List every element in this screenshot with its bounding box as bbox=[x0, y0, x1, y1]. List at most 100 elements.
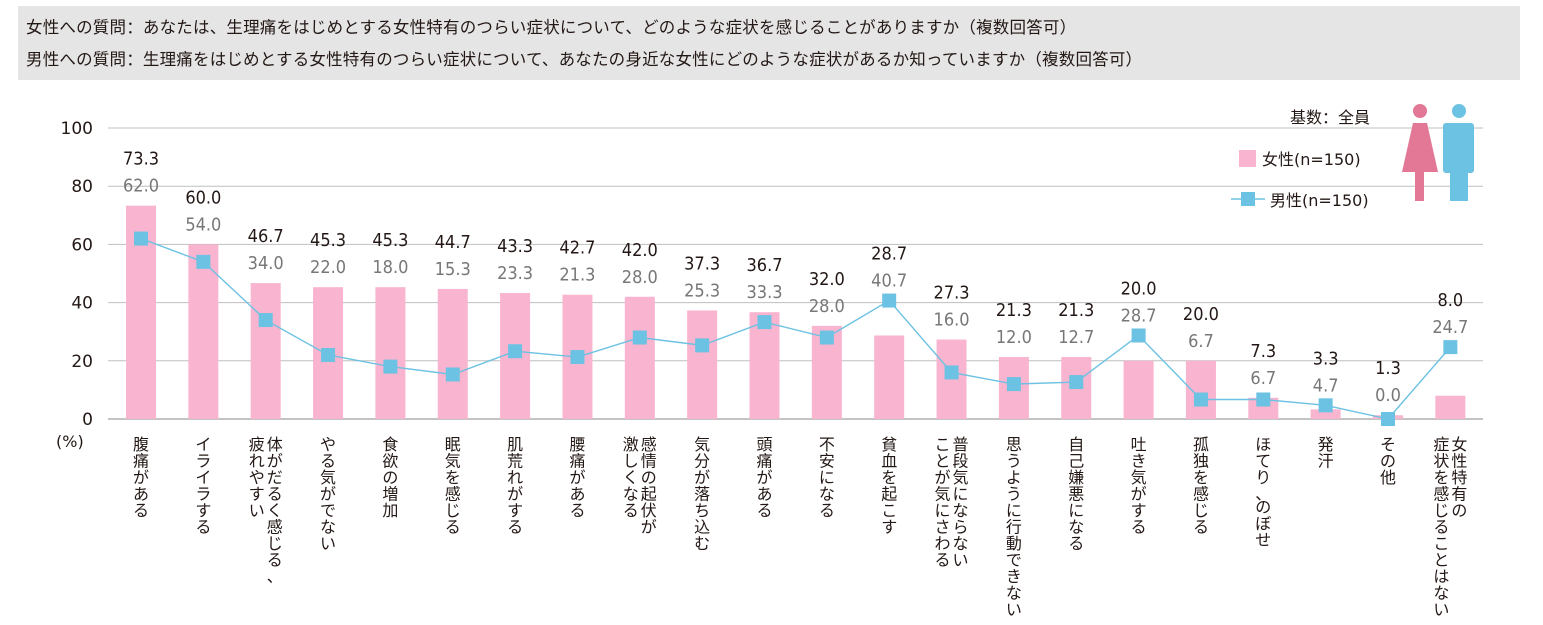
category-label-char: 有 bbox=[1451, 485, 1467, 504]
category-label-char: が bbox=[267, 452, 283, 471]
category-label-char: 、 bbox=[1255, 485, 1271, 504]
bar-female bbox=[874, 335, 905, 419]
category-label-char: 感 bbox=[267, 518, 283, 537]
category-label-char: イ bbox=[195, 435, 211, 454]
data-label-female: 20.0 bbox=[1121, 278, 1157, 299]
category-label-char: む bbox=[694, 534, 710, 553]
y-tick-label: 100 bbox=[61, 119, 93, 139]
category-label-char: な bbox=[320, 518, 336, 537]
category-label-char: い bbox=[1006, 600, 1022, 619]
category-label-char: 女 bbox=[1451, 435, 1467, 454]
category-label-char: あ bbox=[133, 485, 149, 504]
category-label-char: あ bbox=[756, 485, 772, 504]
data-label-male: 15.3 bbox=[435, 259, 471, 280]
category-label-char: る bbox=[267, 485, 283, 504]
category-label-char: で bbox=[320, 501, 336, 520]
category-label-char: す bbox=[507, 501, 523, 520]
data-label-female: 46.7 bbox=[248, 226, 284, 247]
category-label-char: 肌 bbox=[507, 435, 523, 454]
category-label-char: ら bbox=[953, 518, 969, 537]
category-label-char: 増 bbox=[382, 485, 398, 504]
point-male bbox=[1443, 340, 1458, 355]
category-label-char: 安 bbox=[819, 452, 835, 471]
category-label-char: じ bbox=[267, 534, 283, 553]
category-label-char: に bbox=[1006, 501, 1022, 520]
data-label-male: 0.0 bbox=[1375, 385, 1401, 406]
category-label-char: れ bbox=[249, 452, 265, 471]
data-label-male: 6.7 bbox=[1250, 368, 1276, 389]
data-label-male: 24.7 bbox=[1432, 317, 1468, 338]
category-label-char: 他 bbox=[1380, 468, 1396, 487]
data-label-female: 45.3 bbox=[372, 230, 408, 251]
male-person-icon bbox=[1450, 172, 1468, 201]
category-label-char: る bbox=[267, 551, 283, 570]
category-label-char: じ bbox=[1193, 501, 1209, 520]
category-label-char: な bbox=[953, 534, 969, 553]
category-label-char: を bbox=[445, 468, 461, 487]
category-label-char: が bbox=[641, 518, 657, 537]
category-label-char: が bbox=[507, 485, 523, 504]
category-label-char: る bbox=[756, 501, 772, 520]
category-label-char: 眠 bbox=[445, 435, 461, 454]
category-label-char: じ bbox=[445, 501, 461, 520]
legend-label-male: 男性(n=150) bbox=[1270, 191, 1369, 210]
category-label-char: る bbox=[507, 518, 523, 537]
female-person-icon bbox=[1402, 123, 1438, 172]
data-label-female: 21.3 bbox=[996, 300, 1032, 321]
data-label-female: 43.3 bbox=[497, 236, 533, 257]
category-label-char: い bbox=[320, 534, 336, 553]
category-label-char: を bbox=[1433, 468, 1449, 487]
category-label-char: 嫌 bbox=[1068, 468, 1084, 487]
bar-female bbox=[749, 312, 780, 419]
category-label-char: ぼ bbox=[1255, 514, 1271, 533]
data-label-male: 33.3 bbox=[746, 282, 782, 303]
data-label-male: 62.0 bbox=[123, 176, 159, 197]
category-label-char: る bbox=[320, 452, 336, 471]
category-label-char: 痛 bbox=[756, 452, 772, 471]
category-label-char: 行 bbox=[1006, 518, 1022, 537]
data-label-female: 7.3 bbox=[1250, 341, 1276, 362]
legend-label-female: 女性(n=150) bbox=[1262, 150, 1361, 169]
category-label-char: く bbox=[267, 501, 283, 520]
bar-female bbox=[624, 296, 655, 419]
line-male bbox=[140, 237, 1451, 420]
category-label-char: が bbox=[1131, 485, 1147, 504]
category-label-char: や bbox=[249, 468, 265, 487]
category-label-char: な bbox=[819, 485, 835, 504]
y-tick-label: 40 bbox=[71, 294, 93, 314]
category-label-char: 特 bbox=[1451, 468, 1467, 487]
category-label-char: 欲 bbox=[382, 452, 398, 471]
point-male bbox=[1069, 375, 1084, 390]
category-label-char: は bbox=[1433, 567, 1449, 586]
category-label-char: 感 bbox=[1193, 485, 1209, 504]
category-label-char: 汗 bbox=[1318, 452, 1334, 471]
category-label-char: の bbox=[382, 468, 398, 487]
category-label-char: 吐 bbox=[1131, 435, 1147, 454]
category-label-char: う bbox=[1006, 485, 1022, 504]
category-label-char: て bbox=[1255, 452, 1271, 471]
category-label-char: る bbox=[445, 518, 461, 537]
female-person-icon bbox=[1415, 172, 1424, 201]
data-label-female: 27.3 bbox=[934, 283, 970, 304]
category-label-char: ラ bbox=[195, 485, 211, 504]
category-label-char: い bbox=[1433, 600, 1449, 619]
category-label-char: の bbox=[1255, 498, 1271, 517]
category-label-char: じ bbox=[1433, 501, 1449, 520]
bar-female bbox=[1435, 395, 1466, 419]
data-label-male: 34.0 bbox=[248, 253, 284, 274]
point-male bbox=[944, 365, 959, 380]
category-label-char: 起 bbox=[881, 485, 897, 504]
category-label-char: が bbox=[935, 468, 951, 487]
category-label-char: 、 bbox=[267, 567, 283, 586]
y-tick-label: 80 bbox=[71, 177, 93, 197]
category-label-char: 痛 bbox=[569, 452, 585, 471]
data-label-male: 12.7 bbox=[1058, 327, 1094, 348]
category-label-char: 感 bbox=[1433, 485, 1449, 504]
bar-female bbox=[188, 244, 219, 419]
category-label-char: が bbox=[320, 485, 336, 504]
point-male bbox=[695, 338, 710, 353]
category-label-char: が bbox=[569, 468, 585, 487]
category-label-char: あ bbox=[569, 485, 585, 504]
category-label-char: や bbox=[320, 435, 336, 454]
category-label-char: を bbox=[881, 468, 897, 487]
